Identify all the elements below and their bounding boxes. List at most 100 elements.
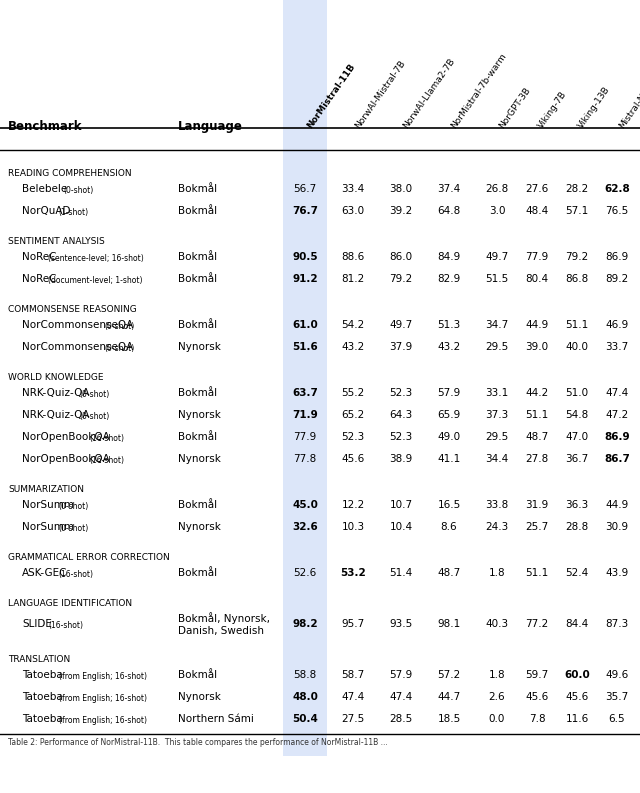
Text: 43.9: 43.9 <box>605 568 628 578</box>
Text: 84.9: 84.9 <box>437 252 461 262</box>
Text: Bokmål: Bokmål <box>178 252 217 262</box>
Text: 28.2: 28.2 <box>565 184 589 194</box>
Text: 27.5: 27.5 <box>341 714 365 724</box>
Text: (from English; 16-shot): (from English; 16-shot) <box>59 694 147 703</box>
Text: 65.2: 65.2 <box>341 410 365 420</box>
Text: 39.0: 39.0 <box>525 342 548 352</box>
Text: NoReC: NoReC <box>22 252 56 262</box>
Text: 44.2: 44.2 <box>525 388 548 398</box>
Text: 27.8: 27.8 <box>525 454 548 464</box>
Text: 51.1: 51.1 <box>525 410 548 420</box>
Text: 16.5: 16.5 <box>437 500 461 510</box>
Text: 56.7: 56.7 <box>293 184 317 194</box>
Text: (16-shot): (16-shot) <box>90 434 124 443</box>
Text: 77.9: 77.9 <box>293 432 317 442</box>
Text: (sentence-level; 16-shot): (sentence-level; 16-shot) <box>49 254 144 263</box>
Text: 50.4: 50.4 <box>292 714 318 724</box>
Text: 44.9: 44.9 <box>525 320 548 330</box>
Text: 44.7: 44.7 <box>437 692 461 702</box>
Text: NRK-Quiz-QA: NRK-Quiz-QA <box>22 410 90 420</box>
Text: SLIDE: SLIDE <box>22 619 52 629</box>
Text: 3.0: 3.0 <box>489 206 505 216</box>
Text: (16-shot): (16-shot) <box>90 456 124 465</box>
Text: 7.8: 7.8 <box>529 714 545 724</box>
Text: Northern Sámi: Northern Sámi <box>178 714 254 724</box>
Text: 53.2: 53.2 <box>340 568 366 578</box>
Text: 34.4: 34.4 <box>485 454 509 464</box>
Text: 76.7: 76.7 <box>292 206 318 216</box>
Text: 52.3: 52.3 <box>389 388 413 398</box>
Text: 79.2: 79.2 <box>389 274 413 284</box>
Text: 33.1: 33.1 <box>485 388 509 398</box>
Text: Tatoeba: Tatoeba <box>22 670 63 680</box>
Text: Benchmark: Benchmark <box>8 120 83 133</box>
Text: 98.2: 98.2 <box>292 619 318 629</box>
Text: 51.0: 51.0 <box>565 388 589 398</box>
Text: 45.6: 45.6 <box>525 692 548 702</box>
Text: 33.7: 33.7 <box>605 342 628 352</box>
Text: (from English; 16-shot): (from English; 16-shot) <box>59 716 147 725</box>
Text: 80.4: 80.4 <box>525 274 548 284</box>
Text: 10.4: 10.4 <box>389 522 413 532</box>
Text: 0.0: 0.0 <box>489 714 505 724</box>
Text: READING COMPREHENSION: READING COMPREHENSION <box>8 169 132 178</box>
Text: 58.7: 58.7 <box>341 670 365 680</box>
Text: 71.9: 71.9 <box>292 410 318 420</box>
Text: Bokmål: Bokmål <box>178 320 217 330</box>
Text: (from English; 16-shot): (from English; 16-shot) <box>59 672 147 681</box>
Text: 18.5: 18.5 <box>437 714 461 724</box>
Text: 11.6: 11.6 <box>565 714 589 724</box>
Text: 33.8: 33.8 <box>485 500 509 510</box>
Text: SUMMARIZATION: SUMMARIZATION <box>8 485 84 494</box>
Text: WORLD KNOWLEDGE: WORLD KNOWLEDGE <box>8 373 104 382</box>
Text: 95.7: 95.7 <box>341 619 365 629</box>
Text: 31.9: 31.9 <box>525 500 548 510</box>
Text: 36.7: 36.7 <box>565 454 589 464</box>
Text: 76.5: 76.5 <box>605 206 628 216</box>
Text: (document-level; 1-shot): (document-level; 1-shot) <box>49 276 143 285</box>
Text: 10.3: 10.3 <box>341 522 365 532</box>
Text: 49.6: 49.6 <box>605 670 628 680</box>
Text: 38.0: 38.0 <box>389 184 413 194</box>
Text: 12.2: 12.2 <box>341 500 365 510</box>
Text: 32.6: 32.6 <box>292 522 318 532</box>
Text: 51.1: 51.1 <box>525 568 548 578</box>
Text: 98.1: 98.1 <box>437 619 461 629</box>
Text: 43.2: 43.2 <box>437 342 461 352</box>
Text: 81.2: 81.2 <box>341 274 365 284</box>
Text: 59.7: 59.7 <box>525 670 548 680</box>
Text: GRAMMATICAL ERROR CORRECTION: GRAMMATICAL ERROR CORRECTION <box>8 553 170 562</box>
Text: 86.7: 86.7 <box>604 454 630 464</box>
Text: 86.8: 86.8 <box>565 274 589 284</box>
Text: (0-shot): (0-shot) <box>59 502 89 511</box>
Text: 49.0: 49.0 <box>437 432 461 442</box>
Text: (0-shot): (0-shot) <box>104 322 135 331</box>
Text: SENTIMENT ANALYSIS: SENTIMENT ANALYSIS <box>8 237 105 246</box>
Text: Nynorsk: Nynorsk <box>178 410 221 420</box>
Text: NorwAI-Llama2-7B: NorwAI-Llama2-7B <box>401 56 456 130</box>
Text: 79.2: 79.2 <box>565 252 589 262</box>
Text: 10.7: 10.7 <box>389 500 413 510</box>
Text: 55.2: 55.2 <box>341 388 365 398</box>
Text: 24.3: 24.3 <box>485 522 509 532</box>
Text: 30.9: 30.9 <box>605 522 628 532</box>
Text: LANGUAGE IDENTIFICATION: LANGUAGE IDENTIFICATION <box>8 599 132 608</box>
Text: Bokmål: Bokmål <box>178 206 217 216</box>
Text: 88.6: 88.6 <box>341 252 365 262</box>
Text: NoReC: NoReC <box>22 274 56 284</box>
Text: 8.6: 8.6 <box>441 522 458 532</box>
Text: 47.4: 47.4 <box>605 388 628 398</box>
Text: (0-shot): (0-shot) <box>79 412 109 421</box>
Text: 60.0: 60.0 <box>564 670 590 680</box>
Text: 48.7: 48.7 <box>437 568 461 578</box>
Text: Bokmål, Nynorsk,
Danish, Swedish: Bokmål, Nynorsk, Danish, Swedish <box>178 612 270 636</box>
Text: 1.8: 1.8 <box>489 670 506 680</box>
Text: Belebele: Belebele <box>22 184 67 194</box>
Text: 27.6: 27.6 <box>525 184 548 194</box>
Text: NorSumm: NorSumm <box>22 500 74 510</box>
Text: 57.9: 57.9 <box>437 388 461 398</box>
Text: NorCommonsenseQA: NorCommonsenseQA <box>22 320 133 330</box>
Text: NorQuAD: NorQuAD <box>22 206 70 216</box>
Text: (0-shot): (0-shot) <box>104 344 135 353</box>
Text: 89.2: 89.2 <box>605 274 628 284</box>
